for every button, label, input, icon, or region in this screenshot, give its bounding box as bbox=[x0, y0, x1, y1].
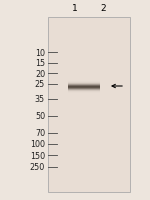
Text: 10: 10 bbox=[35, 48, 45, 57]
Text: 15: 15 bbox=[35, 59, 45, 68]
Text: 35: 35 bbox=[35, 95, 45, 104]
Text: 20: 20 bbox=[35, 70, 45, 78]
Text: 100: 100 bbox=[30, 140, 45, 149]
Text: 250: 250 bbox=[30, 162, 45, 171]
Text: 25: 25 bbox=[35, 80, 45, 89]
Text: 2: 2 bbox=[100, 4, 106, 13]
Text: 150: 150 bbox=[30, 151, 45, 160]
Text: 50: 50 bbox=[35, 112, 45, 121]
Bar bbox=[48, 18, 130, 192]
Text: 70: 70 bbox=[35, 128, 45, 137]
Text: 1: 1 bbox=[72, 4, 78, 13]
